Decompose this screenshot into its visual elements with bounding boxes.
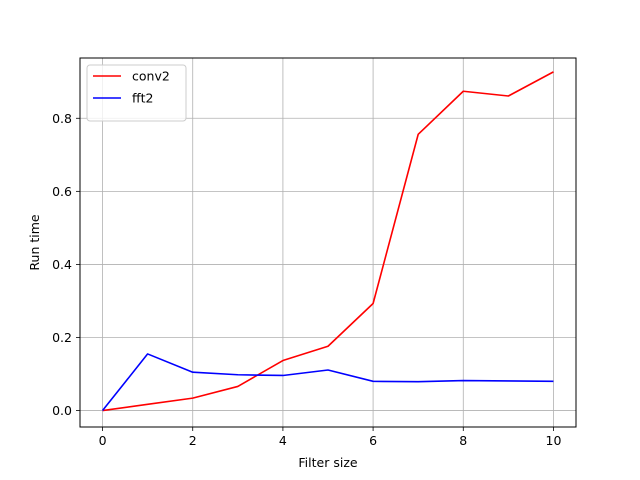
y-tick-label: 0.8: [52, 111, 72, 126]
y-tick-label: 0.2: [52, 330, 72, 345]
y-axis-label: Run time: [27, 214, 42, 270]
legend-label-conv2: conv2: [132, 69, 170, 84]
x-tick-label: 4: [279, 433, 287, 448]
legend-box: [86, 64, 187, 122]
legend: conv2 fft2: [86, 64, 187, 122]
x-axis-label: Filter size: [298, 455, 357, 470]
grid: [80, 58, 576, 427]
y-tick-label: 0.0: [52, 403, 72, 418]
axis-ticks: 0 2 4 6 8 10 0.0 0.2 0.4 0.6 0.8: [52, 111, 561, 448]
series-line-conv2: [102, 71, 554, 412]
x-tick-label: 0: [99, 433, 107, 448]
x-tick-label: 8: [459, 433, 467, 448]
y-tick-label: 0.6: [52, 184, 72, 199]
legend-label-fft2: fft2: [132, 91, 153, 106]
x-tick-label: 2: [189, 433, 197, 448]
series-lines: [101, 71, 554, 412]
x-tick-label: 10: [546, 433, 562, 448]
y-tick-label: 0.4: [52, 257, 72, 272]
series-line-fft2: [101, 353, 554, 412]
plot-frame: [79, 57, 577, 428]
x-tick-label: 6: [369, 433, 377, 448]
